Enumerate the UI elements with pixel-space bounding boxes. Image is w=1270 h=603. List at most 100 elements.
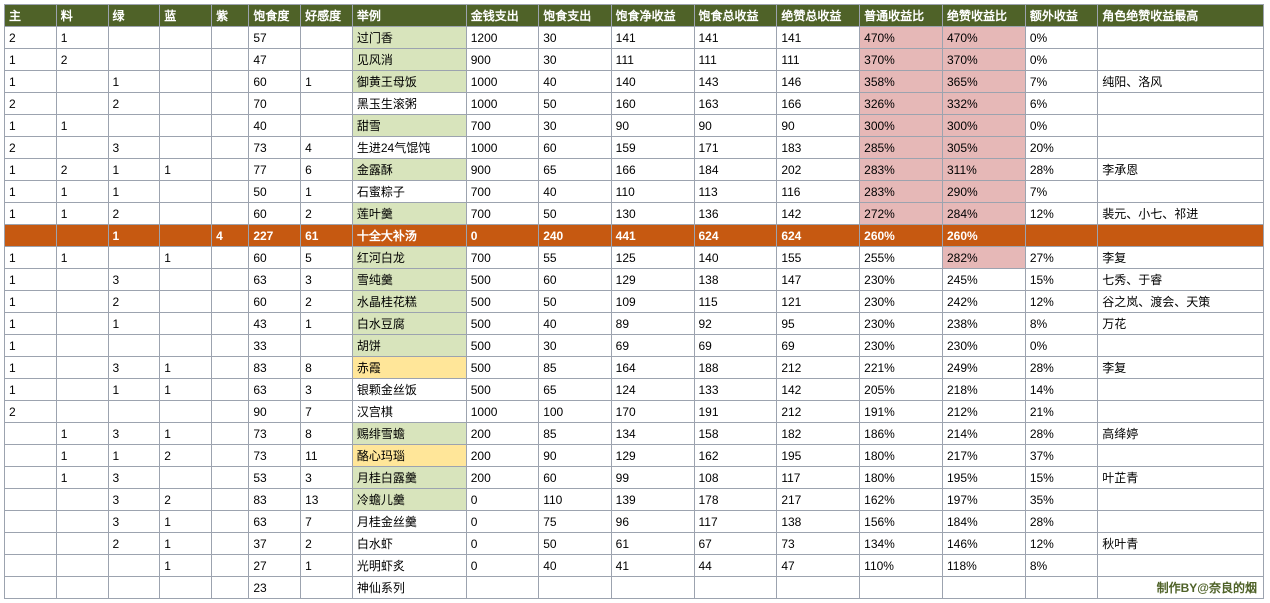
cell-baoshizong: 178 [694,489,777,511]
cell-baoshidu: 77 [249,159,301,181]
cell-baoshidu: 60 [249,71,301,93]
cell-haogandu [301,27,353,49]
table-row: 111633银颗金丝饭50065124133142205%218%14% [5,379,1264,401]
cell-juese: 高绛婷 [1098,423,1264,445]
cell-baoshizhichu: 240 [539,225,611,247]
cell-putongbi: 260% [860,225,943,247]
cell-haogandu: 8 [301,423,353,445]
cell-zi [212,357,249,379]
table-row: 1422761十全大补汤0240441624624260%260% [5,225,1264,247]
cell-zi [212,93,249,115]
cell-baoshidu: 73 [249,423,301,445]
cell-liao: 1 [56,445,108,467]
cell-lv: 1 [108,313,160,335]
cell-jinqian: 200 [466,423,538,445]
cell-lv [108,49,160,71]
cell-lv: 2 [108,203,160,225]
cell-zi [212,577,249,599]
cell-zhu [5,445,57,467]
cell-haogandu: 1 [301,313,353,335]
cell-putongbi: 283% [860,159,943,181]
cell-putongbi: 191% [860,401,943,423]
cell-lv: 3 [108,137,160,159]
cell-zi [212,203,249,225]
cell-liao: 2 [56,159,108,181]
cell-zi [212,445,249,467]
cell-putongbi: 285% [860,137,943,159]
cell-baoshidu: 33 [249,335,301,357]
cell-juli: 水晶桂花糕 [352,291,466,313]
cell-juli: 酪心玛瑙 [352,445,466,467]
cell-ewai: 0% [1025,27,1097,49]
cell-zi [212,335,249,357]
cell-lan: 1 [160,423,212,445]
cell-juezanbi: 242% [942,291,1025,313]
cell-ewai: 27% [1025,247,1097,269]
cell-juese: 李复 [1098,247,1264,269]
cell-baoshizhichu: 90 [539,445,611,467]
cell-jinqian: 900 [466,159,538,181]
cell-baoshidu: 23 [249,577,301,599]
cell-haogandu: 7 [301,511,353,533]
cell-lan [160,49,212,71]
cell-ewai: 0% [1025,335,1097,357]
cell-ewai: 28% [1025,511,1097,533]
cell-lan [160,181,212,203]
cell-jinqian: 200 [466,467,538,489]
cell-jinqian: 0 [466,225,538,247]
cell-lan [160,115,212,137]
cell-haogandu: 1 [301,71,353,93]
cell-juezanzong: 117 [777,467,860,489]
cell-juezanbi: 370% [942,49,1025,71]
cell-lv: 3 [108,269,160,291]
cell-zi [212,467,249,489]
cell-zi [212,401,249,423]
cell-jinqian: 700 [466,203,538,225]
cell-juezanzong: 111 [777,49,860,71]
cell-putongbi: 230% [860,291,943,313]
cell-juezanbi: 332% [942,93,1025,115]
cell-zi [212,379,249,401]
cell-baoshijing: 170 [611,401,694,423]
cell-zhu: 1 [5,203,57,225]
cell-liao [56,335,108,357]
cell-juese [1098,93,1264,115]
cell-liao [56,401,108,423]
cell-juli: 生进24气馄饨 [352,137,466,159]
cell-ewai: 12% [1025,291,1097,313]
cell-jinqian: 1000 [466,71,538,93]
cell-lv [108,577,160,599]
cell-juezanzong: 95 [777,313,860,335]
cell-zhu: 1 [5,291,57,313]
cell-jinqian: 0 [466,533,538,555]
cell-juli: 黑玉生滚粥 [352,93,466,115]
cell-jinqian: 200 [466,445,538,467]
cell-baoshijing [611,577,694,599]
cell-juli: 石蜜粽子 [352,181,466,203]
cell-liao [56,225,108,247]
cell-lan [160,335,212,357]
cell-ewai: 15% [1025,269,1097,291]
cell-haogandu: 7 [301,401,353,423]
table-row: 133胡饼50030696969230%230%0% [5,335,1264,357]
cell-baoshizong: 158 [694,423,777,445]
cell-putongbi: 272% [860,203,943,225]
cell-jinqian: 1000 [466,93,538,115]
cell-ewai: 21% [1025,401,1097,423]
cell-lan [160,203,212,225]
cell-lan [160,269,212,291]
cell-baoshijing: 96 [611,511,694,533]
cell-juezanbi: 218% [942,379,1025,401]
cell-zhu: 1 [5,159,57,181]
cell-putongbi: 358% [860,71,943,93]
cell-juese [1098,225,1264,247]
cell-juli: 雪纯羹 [352,269,466,291]
cell-juezanzong: 90 [777,115,860,137]
cell-jinqian: 700 [466,181,538,203]
cell-juese [1098,489,1264,511]
cell-jinqian: 0 [466,511,538,533]
cell-juezanbi: 365% [942,71,1025,93]
col-juese: 角色绝赞收益最高 [1098,5,1264,27]
cell-baoshizhichu: 40 [539,181,611,203]
cell-baoshizong: 117 [694,511,777,533]
